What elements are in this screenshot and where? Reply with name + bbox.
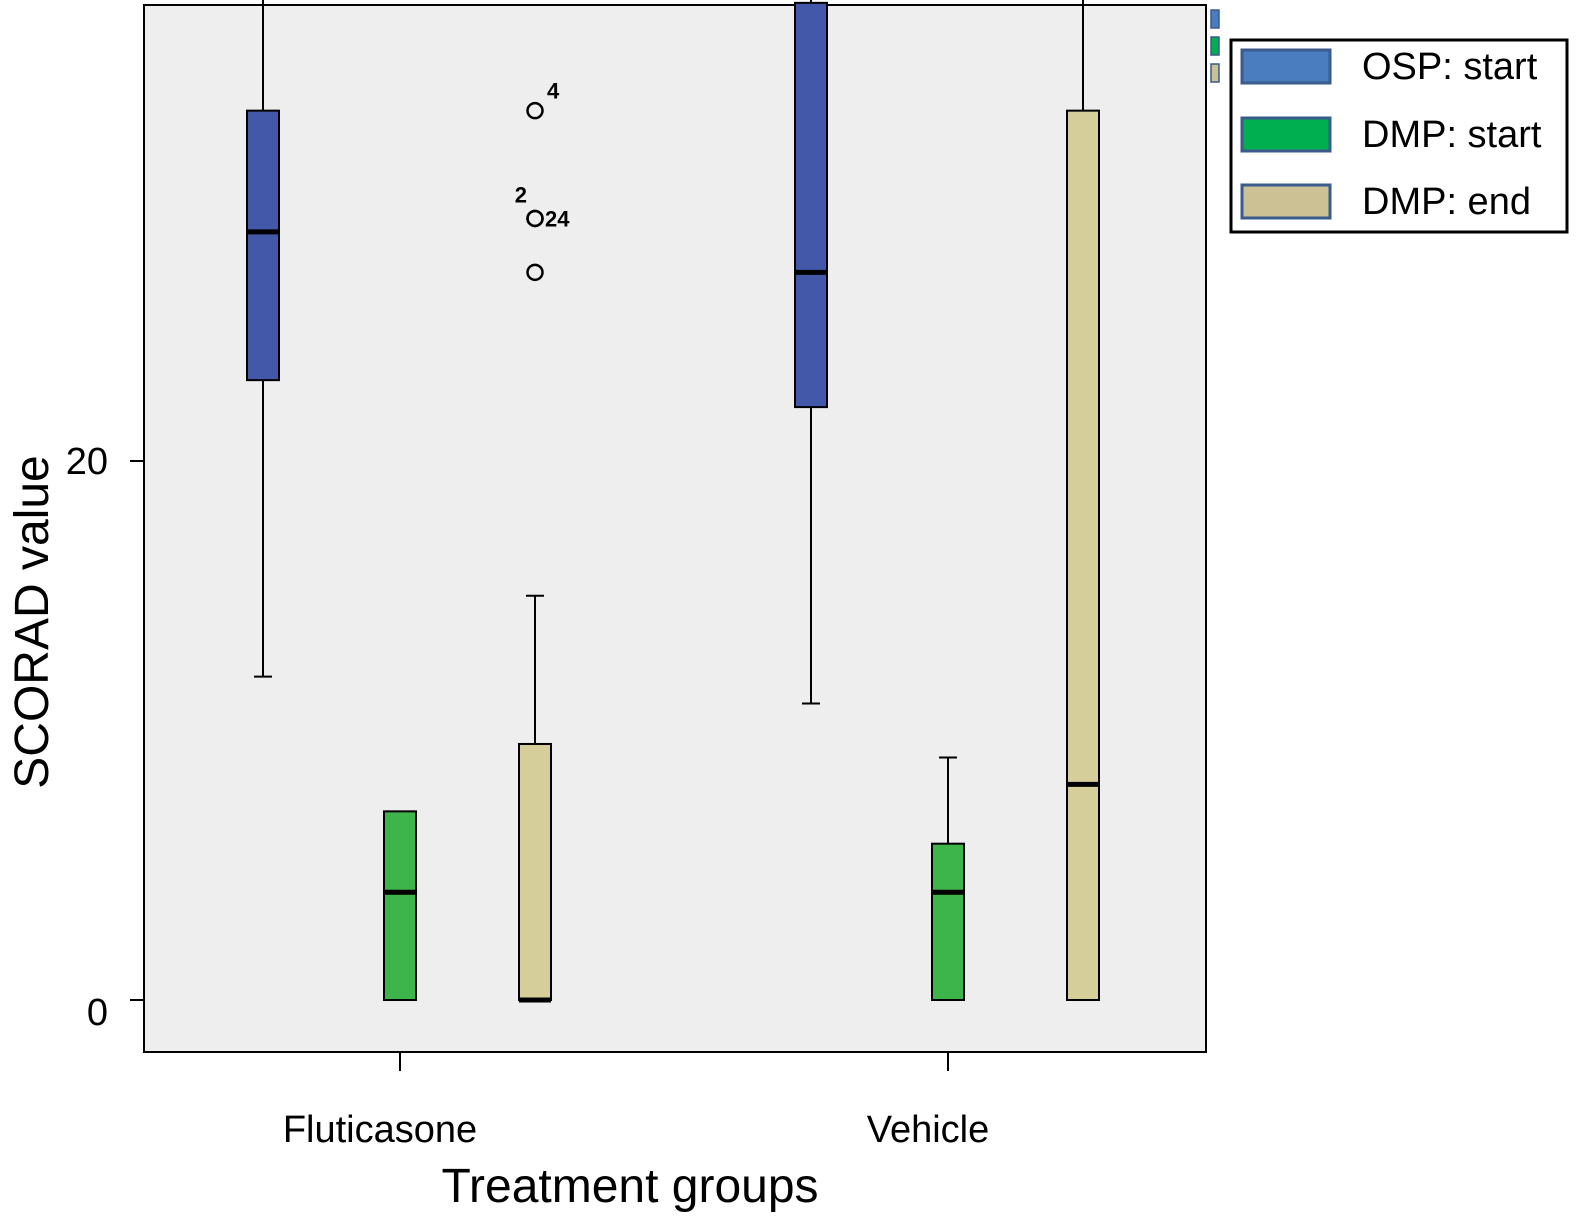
legend-label: DMP: start	[1362, 114, 1542, 156]
plot-area	[143, 4, 1207, 1053]
legend-swatch	[1240, 116, 1332, 153]
x-axis-title: Treatment groups	[441, 1160, 818, 1213]
legend-label: OSP: start	[1362, 46, 1538, 88]
legend-swatch	[1240, 48, 1332, 85]
box-iqr	[246, 109, 280, 382]
outlier-point	[526, 209, 544, 228]
box-iqr	[1066, 109, 1100, 1001]
box-iqr	[794, 1, 828, 409]
legend-label: DMP: end	[1362, 181, 1531, 223]
box-1-1	[931, 756, 965, 1001]
legend-swatch-clipped	[1210, 9, 1220, 29]
outlier-label: 4	[547, 79, 560, 104]
y-tick-label: 0	[87, 992, 108, 1034]
box-2-0: 4 2 24	[515, 79, 570, 1003]
x-category-label: Vehicle	[867, 1109, 990, 1151]
legend: OSP: start DMP: start DMP: end	[1210, 9, 1569, 234]
box-0-0: 11	[246, 0, 280, 678]
outlier-label: 2	[515, 182, 527, 207]
outlier-label: 24	[545, 206, 570, 231]
box-iqr	[383, 810, 417, 1001]
legend-swatch-clipped	[1210, 36, 1220, 56]
y-tick-label: 20	[66, 441, 108, 483]
x-category-label: Fluticasone	[283, 1109, 477, 1151]
legend-swatch-clipped	[1210, 63, 1220, 83]
chart-marks: 11 4 2 24	[246, 0, 1100, 1003]
box-iqr	[931, 842, 965, 1001]
box-iqr	[518, 742, 552, 1001]
box-1-0	[383, 810, 417, 1001]
box-2-1	[1066, 0, 1100, 1001]
outlier-point	[526, 101, 544, 120]
y-axis: 0204060	[66, 441, 144, 1034]
outlier-point	[526, 263, 544, 282]
x-axis: Fluticasone Vehicle	[283, 1052, 989, 1151]
box-0-1	[794, 0, 828, 705]
legend-swatch	[1240, 183, 1332, 220]
y-axis-title: SCORAD value	[6, 455, 59, 788]
